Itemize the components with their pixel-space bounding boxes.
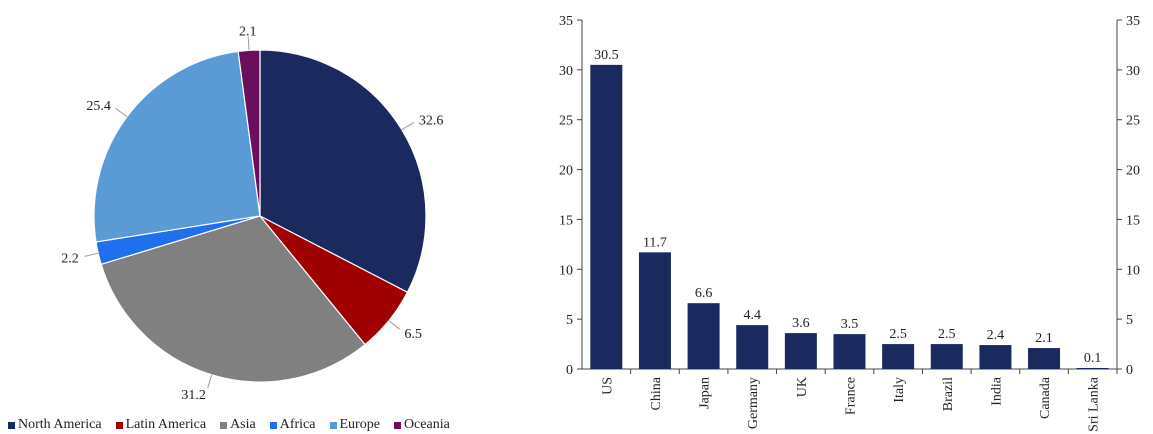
bar-value-label: 2.5 xyxy=(938,327,956,342)
bar-value-label: 6.6 xyxy=(695,286,713,301)
y-tick-label-left: 35 xyxy=(559,14,573,29)
bar-brazil xyxy=(930,344,963,369)
x-tick-label: Brazil xyxy=(941,377,956,411)
x-tick-label: China xyxy=(649,376,664,410)
pie-leader-line xyxy=(84,252,99,257)
y-tick-label-right: 35 xyxy=(1126,14,1140,29)
y-tick-label-left: 20 xyxy=(559,164,573,179)
bar-canada xyxy=(1028,348,1061,369)
legend-swatch xyxy=(329,421,337,429)
y-tick-label-right: 0 xyxy=(1126,363,1133,378)
y-tick-label-right: 15 xyxy=(1126,213,1140,228)
legend-swatch xyxy=(269,421,277,429)
y-tick-label-left: 15 xyxy=(559,213,573,228)
legend-item: North America xyxy=(8,417,102,433)
pie-slice-asia xyxy=(100,215,366,383)
pie-leader-line xyxy=(401,122,415,131)
bar-value-label: 11.7 xyxy=(643,235,667,250)
bar-uk xyxy=(784,333,817,369)
x-tick-label: India xyxy=(989,376,1004,406)
legend-label: Europe xyxy=(339,417,380,432)
bar-value-label: 2.1 xyxy=(1035,331,1053,346)
legend-item: Africa xyxy=(269,417,316,433)
bar-value-label: 0.1 xyxy=(1084,351,1102,366)
bar-chart: 0 0 5 5 10 10 15 15 20 20 25 25 30 30 35 35 30.5 US 11.7 Ch… xyxy=(559,14,1140,432)
x-tick-label: Japan xyxy=(698,377,713,409)
y-tick-label-left: 0 xyxy=(566,363,573,378)
x-tick-label: Sri Lanka xyxy=(1087,376,1102,432)
pie-data-label: 25.4 xyxy=(86,99,111,114)
legend-item: Europe xyxy=(329,417,380,433)
y-tick-label-left: 5 xyxy=(566,313,573,328)
x-tick-label: Canada xyxy=(1038,376,1053,419)
bar-value-label: 3.6 xyxy=(792,316,810,331)
x-tick-label: Germany xyxy=(746,377,761,429)
pie-leader-line xyxy=(247,36,250,51)
pie-data-label: 6.5 xyxy=(404,327,422,342)
bar-germany xyxy=(736,325,769,369)
legend-swatch xyxy=(220,421,228,429)
pie-slice-europe xyxy=(93,50,261,243)
pie-leader-line xyxy=(115,107,128,118)
bar-value-label: 4.4 xyxy=(743,308,761,323)
y-tick-label-right: 20 xyxy=(1126,164,1140,179)
y-tick-label-right: 30 xyxy=(1126,64,1140,79)
bar-china xyxy=(638,252,671,369)
pie-legend: North America Latin America Asia Africa Euro… xyxy=(8,417,450,433)
legend-swatch xyxy=(393,421,401,429)
pie-leader-line xyxy=(388,320,401,330)
bar-value-label: 3.5 xyxy=(841,317,859,332)
y-tick-label-left: 25 xyxy=(559,114,573,129)
bar-value-label: 2.4 xyxy=(987,328,1005,343)
legend-label: Africa xyxy=(279,417,316,432)
legend-label: Asia xyxy=(230,417,256,432)
pie-chart: 32.6 6.5 31.2 2.2 25.4 2.1 xyxy=(61,24,444,403)
y-tick-label-left: 10 xyxy=(559,263,573,278)
y-tick-label-right: 10 xyxy=(1126,263,1140,278)
legend-label: North America xyxy=(18,417,102,432)
y-tick-label-left: 30 xyxy=(559,64,573,79)
bar-italy xyxy=(882,344,915,369)
bar-value-label: 30.5 xyxy=(594,48,619,63)
bar-value-label: 2.5 xyxy=(889,327,907,342)
legend-swatch xyxy=(8,421,15,429)
x-tick-label: US xyxy=(600,377,615,395)
x-tick-label: France xyxy=(844,377,859,415)
bar-france xyxy=(833,334,866,369)
pie-data-label: 31.2 xyxy=(181,388,206,403)
legend-item: Asia xyxy=(220,417,256,433)
legend-swatch xyxy=(115,421,123,429)
legend-label: Latin America xyxy=(125,417,207,432)
pie-data-label: 32.6 xyxy=(419,113,444,128)
legend-label: Oceania xyxy=(403,417,450,432)
bar-india xyxy=(979,345,1012,369)
pie-data-label: 2.1 xyxy=(239,24,257,39)
x-tick-label: UK xyxy=(795,377,810,397)
bar-us xyxy=(590,64,623,369)
pie-data-label: 2.2 xyxy=(61,252,79,267)
legend-item: Oceania xyxy=(393,417,450,433)
y-tick-label-right: 5 xyxy=(1126,313,1133,328)
x-tick-label: Italy xyxy=(892,377,907,403)
legend-item: Latin America xyxy=(115,417,207,433)
bar-japan xyxy=(687,303,720,369)
y-tick-label-right: 25 xyxy=(1126,114,1140,129)
bar-sri-lanka xyxy=(1076,368,1109,369)
pie-leader-line xyxy=(207,374,213,389)
